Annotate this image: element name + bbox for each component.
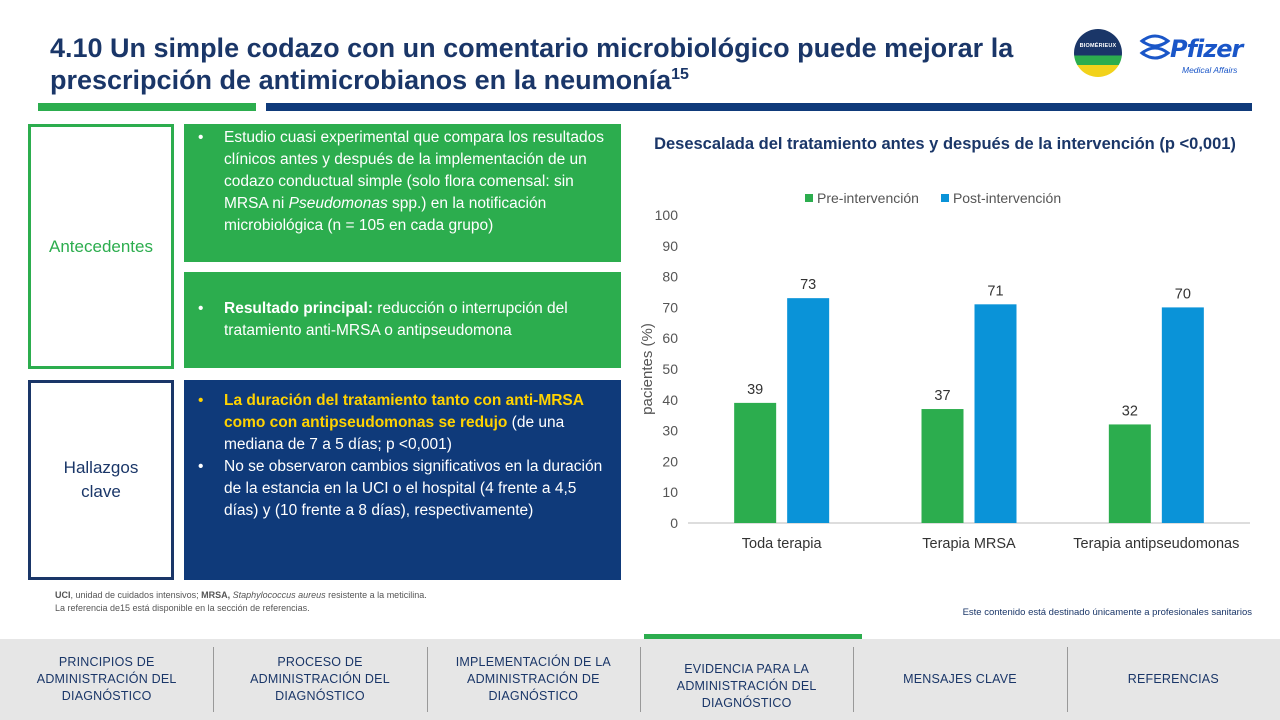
nav-active-indicator bbox=[644, 634, 862, 643]
bottom-nav: PRINCIPIOS DE ADMINISTRACIÓN DEL DIAGNÓS… bbox=[0, 639, 1280, 720]
title-reference-sup: 15 bbox=[671, 66, 689, 83]
nav-item-proceso[interactable]: PROCESO DE ADMINISTRACIÓN DEL DIAGNÓSTIC… bbox=[213, 639, 426, 720]
data-label: 39 bbox=[747, 382, 763, 398]
nav-item-principios[interactable]: PRINCIPIOS DE ADMINISTRACIÓN DEL DIAGNÓS… bbox=[36, 655, 177, 703]
antecedentes-label-text: Antecedentes bbox=[49, 236, 153, 256]
outcome-bullet: Resultado principal: reducción o interru… bbox=[198, 298, 611, 342]
chart-legend: Pre-intervención Post-intervención bbox=[805, 190, 1061, 206]
antecedentes-label: Antecedentes bbox=[28, 124, 174, 369]
legend-label-post: Post-intervención bbox=[952, 190, 1062, 206]
bar-pre bbox=[734, 402, 777, 523]
hallazgos-label-text: Hallazgos clave bbox=[63, 458, 139, 501]
y-tick-label: 0 bbox=[670, 515, 678, 531]
bar-post bbox=[974, 304, 1017, 523]
fn-uci-def: , unidad de cuidados intensivos; bbox=[70, 590, 202, 600]
y-tick-label: 50 bbox=[662, 361, 678, 377]
y-tick-label: 100 bbox=[655, 207, 679, 223]
footnote: UCI, unidad de cuidados intensivos; MRSA… bbox=[55, 589, 427, 615]
pfizer-helix-icon bbox=[1139, 34, 1171, 60]
x-tick-label: Terapia antipseudomonas bbox=[1073, 536, 1239, 552]
data-label: 37 bbox=[934, 388, 950, 404]
legend-item-post: Post-intervención bbox=[940, 190, 1062, 206]
bar-pre bbox=[921, 409, 964, 523]
logos: BIOMÉRIEUX Pfizer Medical Affairs bbox=[1070, 27, 1255, 87]
outcome-bold: Resultado principal: bbox=[224, 300, 373, 317]
y-tick-label: 40 bbox=[662, 392, 678, 408]
study-text-italic: Pseudomonas bbox=[288, 195, 388, 212]
chart-title: Desescalada del tratamiento antes y desp… bbox=[654, 135, 1236, 153]
study-text-a: Estudio cuasi experimental que compara l… bbox=[224, 129, 604, 212]
footnote-line-2: La referencia de15 está disponible en la… bbox=[55, 603, 310, 613]
nav-item-mensajes[interactable]: MENSAJES CLAVE bbox=[853, 639, 1066, 720]
pfizer-logo-text: Pfizer bbox=[1170, 35, 1243, 63]
y-tick-label: 30 bbox=[662, 423, 678, 439]
legend-swatch-post bbox=[940, 194, 949, 202]
finding-2-text: No se observaron cambios significativos … bbox=[224, 458, 603, 519]
outcome-text: reducción o interrupción del tratamiento… bbox=[224, 300, 568, 339]
title-underline-navy bbox=[266, 103, 1252, 111]
primary-outcome-box: Resultado principal: reducción o interru… bbox=[184, 272, 621, 368]
data-label: 71 bbox=[987, 283, 1003, 299]
background-study-box: Estudio cuasi experimental que compara l… bbox=[184, 124, 621, 262]
fn-staph: Staphylococcus aureus bbox=[230, 590, 326, 600]
page-title-text: 4.10 Un simple codazo con un comentario … bbox=[50, 33, 1014, 95]
finding-bullet-1: La duración del tratamiento tanto con an… bbox=[198, 390, 611, 456]
y-tick-label: 20 bbox=[662, 453, 678, 469]
bar-pre bbox=[1108, 424, 1151, 523]
biomerieux-logo-icon bbox=[1074, 29, 1122, 77]
legend-swatch-pre bbox=[805, 194, 813, 202]
y-tick-label: 80 bbox=[662, 269, 678, 285]
disclaimer: Este contenido está destinado únicamente… bbox=[962, 607, 1252, 618]
hallazgos-label: Hallazgos clave bbox=[28, 380, 174, 580]
bar-chart: 0 10 20 30 40 50 60 70 80 90 100 pacientes (%) Toda … bbox=[639, 207, 1250, 552]
finding-1-highlight: La duración del tratamiento tanto con an… bbox=[224, 392, 584, 431]
x-tick-label: Toda terapia bbox=[742, 536, 823, 552]
finding-1-text: (de una mediana de 7 a 5 días; p <0,001) bbox=[224, 414, 565, 453]
pfizer-logo-subtitle: Medical Affairs bbox=[1182, 65, 1238, 75]
fn-mrsa: MRSA, bbox=[201, 590, 231, 600]
title-underline-green bbox=[38, 103, 256, 111]
nav-item-referencias[interactable]: REFERENCIAS bbox=[1066, 639, 1280, 720]
data-label: 70 bbox=[1175, 286, 1191, 302]
biomerieux-logo-text: BIOMÉRIEUX bbox=[1079, 43, 1117, 49]
data-label: 73 bbox=[800, 277, 816, 293]
study-text-b: spp.) en la notificación microbiológica … bbox=[224, 195, 547, 234]
footnote-line-1: UCI, unidad de cuidados intensivos; MRSA… bbox=[55, 589, 427, 602]
nav-item-evidencia[interactable]: EVIDENCIA PARA LA ADMINISTRACIÓN DEL DIA… bbox=[639, 639, 853, 720]
legend-label-pre: Pre-intervención bbox=[817, 190, 919, 206]
y-tick-label: 90 bbox=[662, 238, 678, 254]
y-tick-label: 60 bbox=[662, 330, 678, 346]
study-bullet: Estudio cuasi experimental que compara l… bbox=[198, 127, 611, 237]
data-label: 32 bbox=[1122, 403, 1138, 419]
y-tick-label: 70 bbox=[662, 299, 678, 315]
bar-post bbox=[1161, 307, 1204, 523]
finding-bullet-2: No se observaron cambios significativos … bbox=[198, 456, 611, 522]
y-axis-label: pacientes (%) bbox=[639, 323, 656, 415]
bar-post bbox=[787, 298, 830, 523]
page-title: 4.10 Un simple codazo con un comentario … bbox=[50, 32, 1060, 96]
y-tick-label: 10 bbox=[662, 484, 678, 500]
legend-item-pre: Pre-intervención bbox=[805, 190, 919, 206]
fn-mrsa-def: resistente a la meticilina. bbox=[325, 590, 427, 600]
fn-uci: UCI bbox=[55, 590, 71, 600]
nav-item-implementacion[interactable]: IMPLEMENTACIÓN DE LA ADMINISTRACIÓN DE D… bbox=[426, 639, 640, 720]
x-tick-label: Terapia MRSA bbox=[922, 536, 1016, 552]
key-findings-box: La duración del tratamiento tanto con an… bbox=[184, 380, 621, 580]
